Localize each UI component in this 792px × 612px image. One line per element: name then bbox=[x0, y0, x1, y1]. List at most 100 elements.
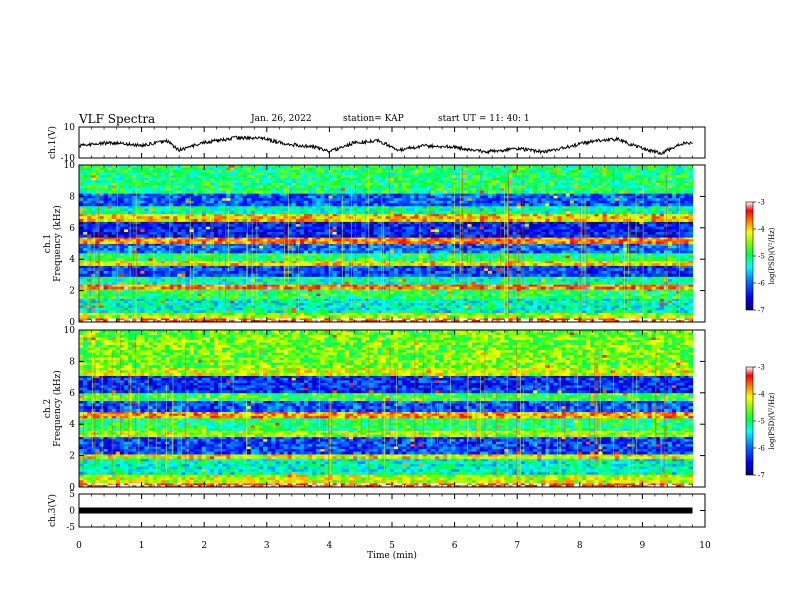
spectrogram-cell bbox=[283, 320, 289, 323]
spectrogram-cell bbox=[218, 303, 223, 306]
spectrogram-cell bbox=[496, 293, 501, 297]
spectrogram-cell bbox=[594, 273, 600, 277]
spectrogram-cell bbox=[119, 315, 125, 319]
spectrogram-cell bbox=[483, 255, 489, 259]
spectrogram-cell bbox=[684, 315, 689, 319]
spectrogram-cell bbox=[549, 296, 555, 299]
spectrogram-cell bbox=[328, 268, 334, 272]
spectrogram-cell bbox=[291, 312, 297, 316]
spectrogram-cell bbox=[324, 307, 330, 311]
spectrogram-cell bbox=[381, 300, 387, 304]
spectrogram-cell bbox=[164, 268, 170, 272]
spectrogram-cell bbox=[680, 284, 685, 288]
spectrogram-cell bbox=[357, 243, 362, 247]
spectrogram-cell bbox=[115, 279, 121, 283]
spectrogram-cell bbox=[508, 245, 514, 249]
spectrogram-cell bbox=[541, 300, 546, 304]
spectrogram-cell bbox=[610, 315, 616, 319]
spectrogram-cell bbox=[496, 281, 501, 285]
spectrogram-cell bbox=[254, 300, 260, 304]
spectrogram-cell bbox=[672, 258, 677, 262]
spectrogram-cell bbox=[463, 268, 469, 272]
spectrogram-cell bbox=[672, 284, 677, 288]
spectrogram-cell bbox=[582, 298, 587, 302]
spectrogram-cell bbox=[365, 289, 370, 292]
spectrogram-cell bbox=[635, 289, 640, 292]
spectrogram-cell bbox=[160, 237, 166, 240]
spectrogram-cell bbox=[684, 293, 689, 297]
spectrogram-cell bbox=[308, 303, 313, 306]
spectrogram-cell bbox=[140, 300, 146, 304]
spectrogram-cell bbox=[561, 258, 567, 262]
spectrogram-cell bbox=[197, 245, 203, 249]
spectrogram-cell bbox=[508, 255, 514, 259]
spectrogram-cell bbox=[684, 252, 689, 256]
spectrogram-cell bbox=[160, 293, 166, 297]
spectrogram-cell bbox=[185, 252, 191, 256]
spectrogram-cell bbox=[398, 273, 403, 277]
spectrogram-cell bbox=[475, 276, 481, 280]
spectrogram-cell bbox=[283, 305, 289, 309]
spectrogram-cell bbox=[316, 255, 321, 259]
spectrogram-cell bbox=[483, 289, 489, 292]
spectrogram-cell bbox=[152, 307, 158, 311]
spectrogram-cell bbox=[537, 286, 542, 290]
spectrogram-cell bbox=[222, 286, 227, 290]
spectrogram-cell bbox=[434, 289, 440, 292]
spectrogram-cell bbox=[164, 289, 170, 292]
spectrogram-cell bbox=[676, 252, 681, 256]
spectrogram-cell bbox=[483, 252, 489, 256]
spectrogram-cell bbox=[291, 263, 297, 266]
spectrogram-cell bbox=[565, 281, 571, 285]
spectrogram-cell bbox=[144, 279, 150, 283]
spectrogram-cell bbox=[168, 248, 174, 251]
spectrogram-cell bbox=[467, 312, 473, 316]
spectrogram-cell bbox=[418, 255, 424, 259]
spectrogram-cell bbox=[524, 268, 530, 272]
spectrogram-cell bbox=[557, 270, 563, 275]
spectrogram-cell bbox=[95, 318, 101, 321]
spectrogram-cell bbox=[144, 312, 150, 316]
spectrogram-cell bbox=[336, 245, 342, 249]
spectrogram-cell bbox=[201, 312, 207, 316]
spectrogram-cell bbox=[197, 320, 203, 323]
spectrogram-cell bbox=[667, 270, 673, 275]
spectrogram-cell bbox=[242, 265, 248, 269]
spectrogram-cell bbox=[275, 263, 280, 266]
spectrogram-cell bbox=[651, 315, 657, 319]
spectrogram-cell bbox=[87, 276, 92, 280]
spectrogram-cell bbox=[242, 318, 248, 321]
spectrogram-cell bbox=[328, 281, 334, 285]
spectrogram-cell bbox=[537, 305, 542, 309]
spectrogram-cell bbox=[324, 258, 330, 262]
spectrogram-cell bbox=[676, 248, 681, 251]
spectrogram-cell bbox=[283, 291, 289, 295]
spectrogram-cell bbox=[332, 268, 338, 272]
spectrogram-cell bbox=[500, 293, 505, 297]
spectrogram-cell bbox=[541, 286, 546, 290]
spectrogram-cell bbox=[87, 281, 92, 285]
spectrogram-cell bbox=[524, 315, 530, 319]
spectrogram-cell bbox=[119, 289, 125, 292]
spectrogram-cell bbox=[177, 279, 182, 283]
spectrogram-cell bbox=[128, 320, 133, 323]
spectrogram-cell bbox=[680, 245, 685, 249]
spectrogram-cell bbox=[140, 284, 146, 288]
spectrogram-cell bbox=[205, 252, 211, 256]
spectrogram-cell bbox=[492, 300, 497, 304]
spectrogram-cell bbox=[365, 300, 370, 304]
spectrogram-cell bbox=[103, 258, 109, 262]
spectrogram-cell bbox=[365, 237, 370, 240]
spectrogram-cell bbox=[594, 276, 600, 280]
spectrogram-cell bbox=[602, 291, 608, 295]
spectrogram-cell bbox=[136, 318, 141, 321]
spectrogram-cell bbox=[328, 265, 334, 269]
spectrogram-cell bbox=[655, 248, 661, 251]
spectrogram-cell bbox=[500, 281, 505, 285]
spectrogram-cell bbox=[136, 276, 141, 280]
spectrogram-cell bbox=[287, 237, 293, 240]
spectrogram-cell bbox=[123, 318, 129, 321]
spectrogram-cell bbox=[381, 248, 387, 251]
spectrogram-cell bbox=[393, 273, 399, 277]
spectrogram-cell bbox=[87, 268, 92, 272]
